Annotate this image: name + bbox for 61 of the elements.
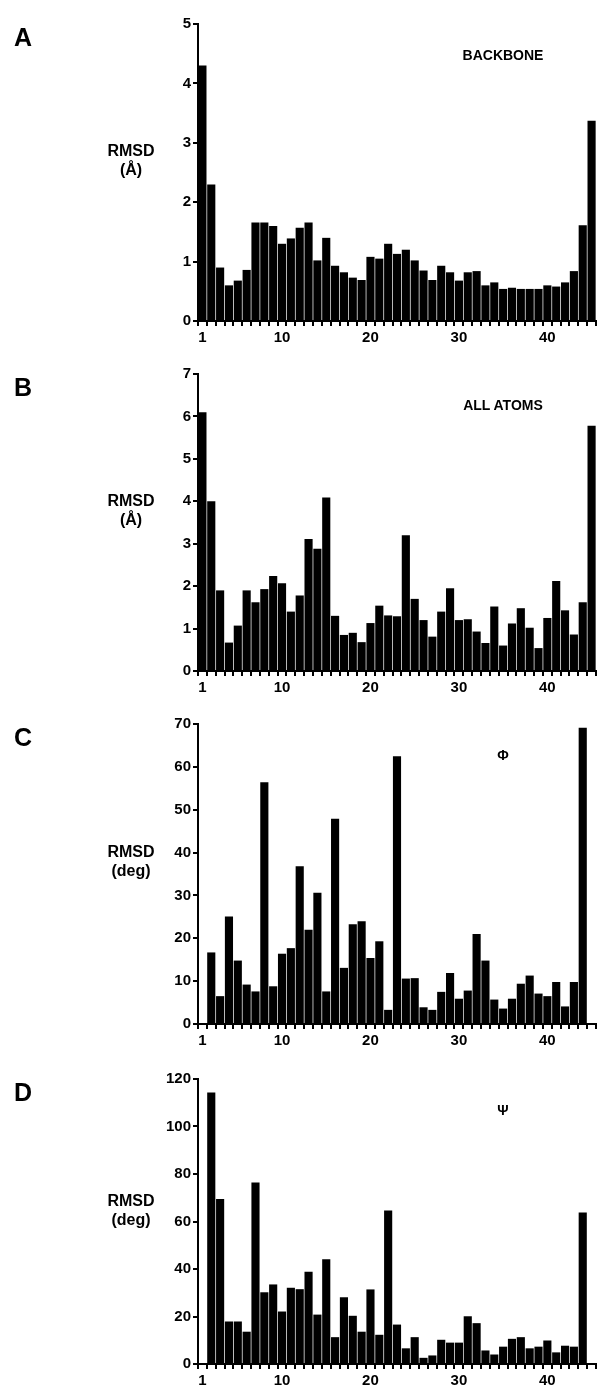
text: ALL ATOMS xyxy=(462,397,544,413)
text: C xyxy=(14,723,33,752)
y-tick-label: 10 xyxy=(174,971,191,989)
y-tick-label: 40 xyxy=(174,1259,191,1277)
x-tick-label: 20 xyxy=(362,678,379,696)
y-tick-label: 7 xyxy=(182,364,191,382)
x-tick-label: 30 xyxy=(450,1371,468,1389)
x-tick-label: 1 xyxy=(198,1371,207,1389)
y-tick-label: 2 xyxy=(182,192,191,210)
y-tick-label: 2 xyxy=(182,576,191,594)
y-tick-label: 60 xyxy=(174,1211,191,1229)
text: D xyxy=(14,1078,33,1107)
x-tick-label: 30 xyxy=(450,678,468,696)
text: A xyxy=(14,23,33,52)
y-tick-label: 4 xyxy=(182,491,192,509)
y-tick-label: 40 xyxy=(174,842,191,860)
y-tick-label: 1 xyxy=(182,618,191,636)
y-tick-label: 60 xyxy=(174,757,191,774)
y-tick-label: 100 xyxy=(165,1116,191,1134)
y-tick-label: 30 xyxy=(174,885,191,903)
x-tick-label: 20 xyxy=(362,328,379,346)
y-axis-title: RMSD (Å) xyxy=(106,141,156,179)
y-axis-title: RMSD (deg) xyxy=(106,842,156,880)
y-tick-label: 0 xyxy=(182,311,191,329)
y-tick-label: 50 xyxy=(174,799,191,817)
text: Φ xyxy=(496,747,510,763)
x-tick-label: 20 xyxy=(362,1371,379,1389)
x-tick-label: 10 xyxy=(273,1371,291,1389)
x-tick-label: 1 xyxy=(198,328,207,346)
text: BACKBONE xyxy=(461,47,545,63)
x-tick-label: 30 xyxy=(450,328,468,346)
x-tick-label: 40 xyxy=(539,1371,556,1389)
y-tick-label: 0 xyxy=(182,1014,191,1032)
x-tick-label: 40 xyxy=(539,678,556,696)
text: B xyxy=(14,373,33,402)
y-tick-label: 3 xyxy=(182,132,191,150)
x-tick-label: 1 xyxy=(198,678,207,696)
y-tick-label: 1 xyxy=(182,251,191,269)
x-tick-label: 30 xyxy=(450,1031,468,1049)
y-tick-label: 120 xyxy=(165,1069,191,1087)
y-tick-label: 6 xyxy=(182,406,191,424)
x-tick-label: 10 xyxy=(273,1031,291,1049)
y-axis-title: RMSD (Å) xyxy=(106,491,156,529)
text: Ψ xyxy=(496,1102,510,1118)
y-tick-label: 70 xyxy=(174,714,191,732)
y-tick-label: 5 xyxy=(182,14,191,32)
x-tick-label: 1 xyxy=(198,1031,207,1049)
y-tick-label: 3 xyxy=(182,533,191,551)
y-tick-label: 20 xyxy=(174,928,191,946)
x-tick-label: 40 xyxy=(539,328,556,346)
x-tick-label: 10 xyxy=(273,678,291,696)
x-tick-label: 20 xyxy=(362,1031,379,1049)
y-tick-label: 20 xyxy=(174,1306,191,1324)
y-tick-label: 5 xyxy=(182,449,191,466)
y-tick-label: 4 xyxy=(182,73,192,91)
y-axis-title: RMSD (deg) xyxy=(106,1191,156,1229)
x-tick-label: 10 xyxy=(273,328,291,346)
y-tick-label: 0 xyxy=(182,1354,191,1372)
x-tick-label: 40 xyxy=(539,1031,556,1049)
y-tick-label: 0 xyxy=(182,661,191,679)
y-tick-label: 80 xyxy=(174,1164,191,1182)
